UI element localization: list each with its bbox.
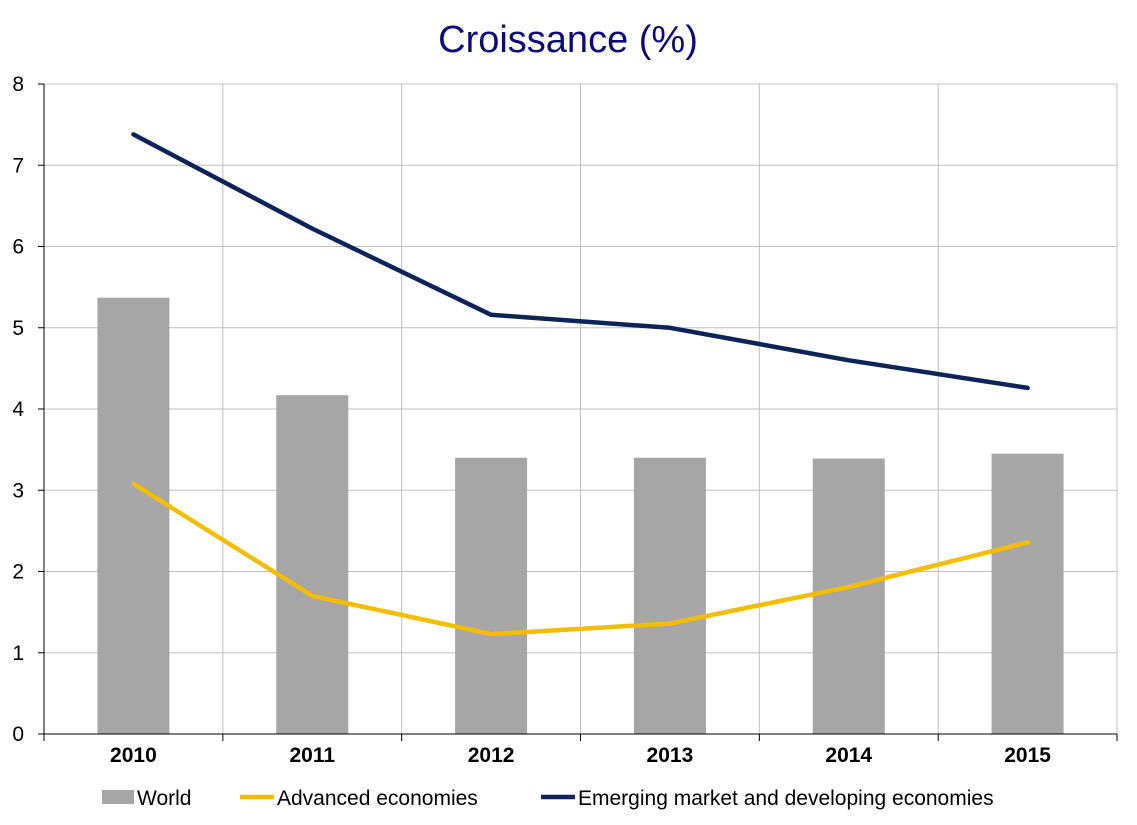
series-line-2 [131,132,1030,391]
y-tick-label: 0 [12,723,24,746]
line-series [131,132,1030,637]
series-point-1-5 [1027,541,1029,543]
series-line-1 [131,481,1030,637]
bar-2010 [97,297,170,734]
legend-label: Advanced economies [277,787,478,810]
y-tick-label: 3 [12,479,24,502]
series-point-1-0 [132,483,134,485]
y-tick-label: 4 [12,398,24,421]
x-tick-label: 2012 [468,744,515,767]
series-point-1-2 [490,633,492,635]
y-tick-label: 1 [12,642,24,665]
y-tick-label: 5 [12,317,24,340]
legend-swatch [102,790,134,804]
legend: World Advanced economies Emerging market a… [102,787,994,810]
axes: 0 1 2 3 4 5 6 7 8 2010 2011 2012 2013 2014 2015 [12,73,1118,767]
x-tick-label: 2010 [110,744,157,767]
bar-2013 [633,457,706,734]
series-point-1-1 [311,595,313,597]
series-point-1-4 [848,586,850,588]
series-point-2-5 [1027,387,1029,389]
x-tick-label: 2011 [289,744,335,767]
series-point-2-4 [848,359,850,361]
chart-title: Croissance (%) [438,19,698,61]
y-tick-label: 7 [12,154,24,177]
x-tick-label: 2013 [647,744,694,767]
y-tick-label: 2 [12,561,24,584]
bar-2011 [276,395,349,734]
y-tick-label: 6 [12,236,24,259]
series-point-2-3 [669,327,671,329]
series-point-2-2 [490,314,492,316]
bar-2014 [812,458,885,734]
series-point-2-1 [311,228,313,230]
bar-2012 [455,457,528,734]
grid [44,83,1118,734]
bar-2015 [991,453,1064,734]
series-point-2-0 [132,133,134,135]
legend-item-0: World [102,787,191,810]
legend-item-1: Advanced economies [240,787,478,810]
bar-series [97,297,1064,734]
legend-label: Emerging market and developing economies [578,787,994,810]
x-tick-label: 2015 [1004,744,1051,767]
series-point-1-3 [669,623,671,624]
y-tick-label: 8 [12,73,24,96]
legend-item-2: Emerging market and developing economies [541,787,994,810]
x-tick-label: 2014 [825,744,872,767]
legend-label: World [137,787,191,810]
